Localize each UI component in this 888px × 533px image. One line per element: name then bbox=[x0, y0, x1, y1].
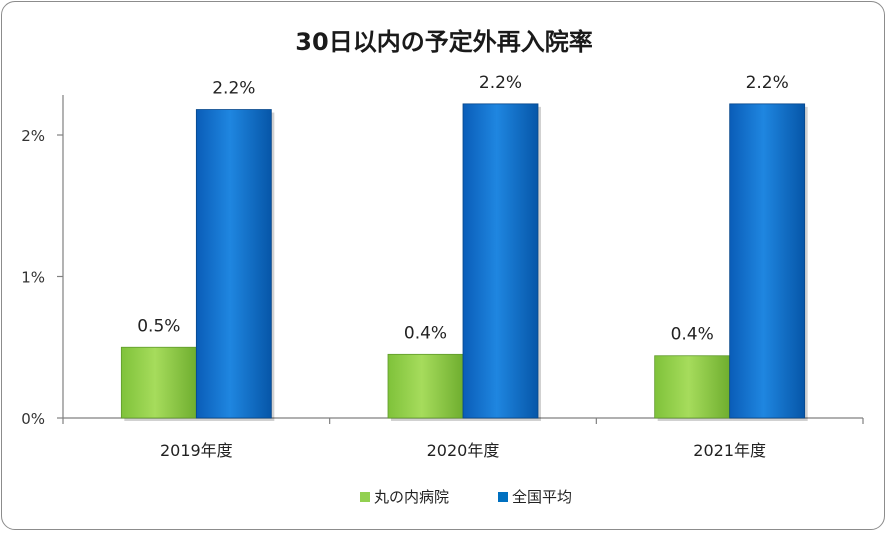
bar bbox=[654, 355, 731, 419]
y-tick-label: 1% bbox=[21, 269, 45, 287]
bar bbox=[462, 103, 539, 419]
data-label: 0.4% bbox=[404, 323, 447, 343]
legend-label: 全国平均 bbox=[512, 488, 572, 506]
y-tick-label: 0% bbox=[21, 410, 45, 428]
x-tick-label: 2020年度 bbox=[427, 441, 500, 460]
data-label: 2.2% bbox=[746, 73, 789, 93]
bar bbox=[120, 346, 197, 419]
data-label: 2.2% bbox=[479, 73, 522, 93]
legend-label: 丸の内病院 bbox=[374, 488, 449, 506]
x-tick-label: 2019年度 bbox=[160, 441, 233, 460]
legend-swatch bbox=[498, 492, 508, 502]
x-tick-label: 2021年度 bbox=[693, 441, 766, 460]
bar bbox=[729, 103, 806, 419]
legend: 丸の内病院 全国平均 bbox=[360, 488, 572, 506]
chart-title: 30日以内の予定外再入院率 bbox=[295, 28, 592, 56]
data-label: 2.2% bbox=[212, 79, 255, 99]
data-label: 0.5% bbox=[137, 316, 180, 336]
data-label: 0.4% bbox=[671, 325, 714, 345]
bar bbox=[195, 109, 272, 419]
bars: 0.5% 2.2% 0.4% 2.2% 0.4% 2.2% bbox=[120, 73, 808, 422]
legend-swatch bbox=[360, 492, 370, 502]
bar bbox=[387, 353, 464, 419]
y-tick-label: 2% bbox=[21, 127, 45, 145]
